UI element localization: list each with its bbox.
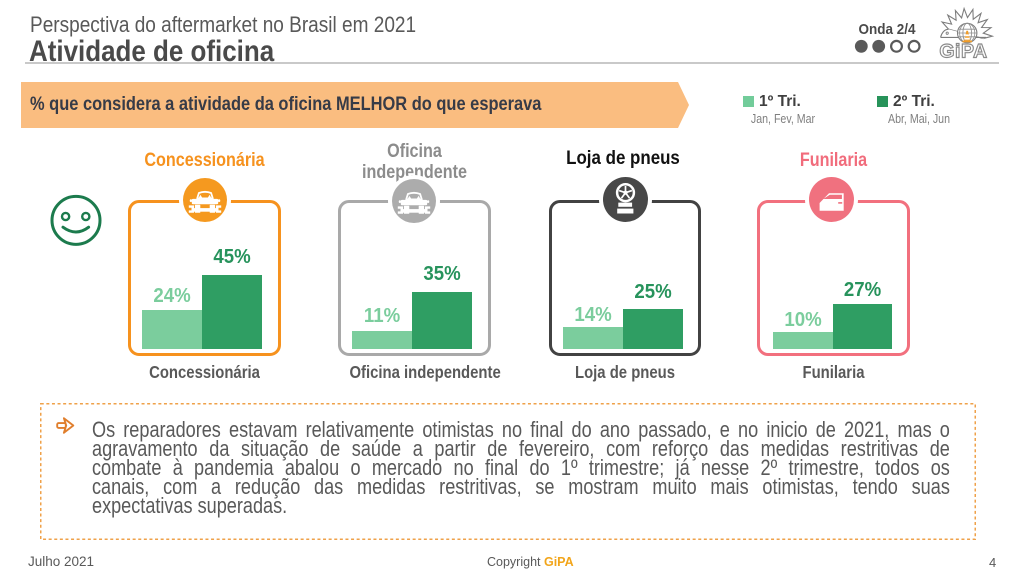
svg-text:GiPA: GiPA (939, 41, 987, 62)
